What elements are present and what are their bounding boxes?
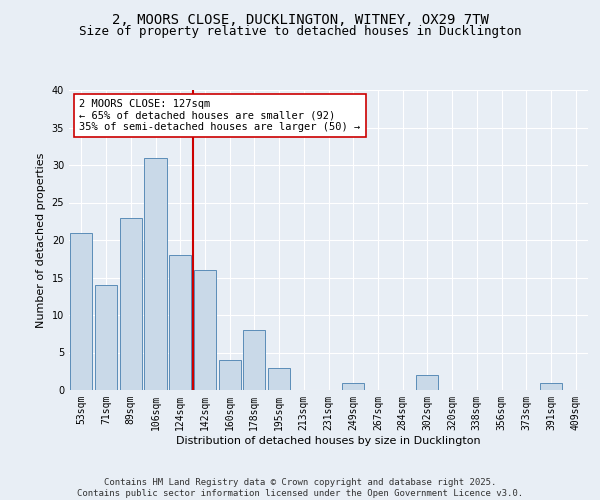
Y-axis label: Number of detached properties: Number of detached properties	[36, 152, 46, 328]
Bar	[169, 255, 191, 390]
Bar	[70, 232, 92, 390]
Bar	[268, 368, 290, 390]
Bar	[218, 360, 241, 390]
Text: Contains HM Land Registry data © Crown copyright and database right 2025.
Contai: Contains HM Land Registry data © Crown c…	[77, 478, 523, 498]
Bar	[145, 158, 167, 390]
Bar	[243, 330, 265, 390]
Text: 2 MOORS CLOSE: 127sqm
← 65% of detached houses are smaller (92)
35% of semi-deta: 2 MOORS CLOSE: 127sqm ← 65% of detached …	[79, 99, 361, 132]
X-axis label: Distribution of detached houses by size in Ducklington: Distribution of detached houses by size …	[176, 436, 481, 446]
Bar	[119, 218, 142, 390]
Bar	[342, 382, 364, 390]
Bar	[540, 382, 562, 390]
Text: 2, MOORS CLOSE, DUCKLINGTON, WITNEY, OX29 7TW: 2, MOORS CLOSE, DUCKLINGTON, WITNEY, OX2…	[112, 12, 488, 26]
Bar	[416, 375, 439, 390]
Bar	[95, 285, 117, 390]
Bar	[194, 270, 216, 390]
Text: Size of property relative to detached houses in Ducklington: Size of property relative to detached ho…	[79, 25, 521, 38]
